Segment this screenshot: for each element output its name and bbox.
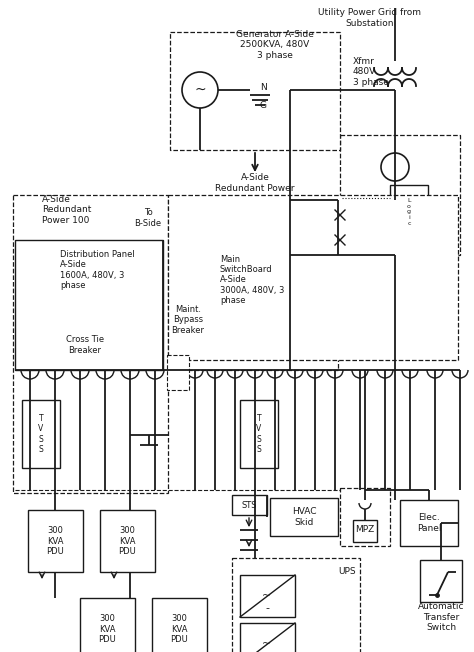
Text: Utility Power Grid from
Substation: Utility Power Grid from Substation [319,8,421,27]
Text: Maint.
Bypass
Breaker: Maint. Bypass Breaker [172,305,204,335]
Text: 300
KVA
PDU: 300 KVA PDU [118,526,136,556]
Bar [170,32,340,150]
Text: A-Side
Redundant Power: A-Side Redundant Power [215,173,295,193]
Bar [420,560,462,602]
Bar [240,623,295,652]
Bar [168,195,458,360]
Text: ~: ~ [263,591,272,601]
Text: Main
SwitchBoard
A-Side
3000A, 480V, 3
phase: Main SwitchBoard A-Side 3000A, 480V, 3 p… [220,255,284,305]
Bar [100,510,155,572]
Text: ~: ~ [263,639,272,649]
Bar [28,510,83,572]
Text: 300
KVA
PDU: 300 KVA PDU [98,614,116,644]
Bar [152,598,207,652]
Bar [240,575,295,617]
Text: To
B-Side: To B-Side [135,208,162,228]
Text: A-Side
Redundant
Power 100: A-Side Redundant Power 100 [42,195,91,225]
Text: ~: ~ [194,83,206,97]
Text: L
o
g
i
c: L o g i c [407,198,411,226]
Bar [390,185,428,240]
Text: -: - [265,603,269,613]
Bar [232,495,267,515]
Bar [270,498,338,536]
Text: 300
KVA
PDU: 300 KVA PDU [46,526,64,556]
Bar [170,240,338,370]
Text: MPZ: MPZ [356,526,374,535]
Text: STS: STS [241,501,257,509]
Bar [22,400,60,468]
Bar [80,598,135,652]
Text: Automatic
Transfer
Switch: Automatic Transfer Switch [418,602,464,632]
Text: 300
KVA
PDU: 300 KVA PDU [170,614,188,644]
Bar [232,558,360,652]
Bar [340,135,460,255]
Bar [400,500,458,546]
Text: Generator A-Side
2500KVA, 480V
3 phase: Generator A-Side 2500KVA, 480V 3 phase [236,30,314,60]
Text: N: N [260,83,267,93]
Text: Distribution Panel
A-Side
1600A, 480V, 3
phase: Distribution Panel A-Side 1600A, 480V, 3… [60,250,135,290]
Bar [240,400,278,468]
Text: UPS: UPS [338,567,356,576]
Bar [13,195,168,493]
Text: Elec.
Panel: Elec. Panel [417,513,441,533]
Text: T
V
S
S: T V S S [256,414,262,454]
Bar [167,355,189,390]
Text: HVAC
Skid: HVAC Skid [292,507,316,527]
Text: G: G [260,100,267,110]
Text: Xfmr
480V
3 phase: Xfmr 480V 3 phase [353,57,389,87]
Bar [353,520,377,542]
Bar [340,488,390,546]
Text: T
V
S
S: T V S S [38,414,44,454]
Text: Cross Tie
Breaker: Cross Tie Breaker [66,335,104,355]
Bar [15,240,163,370]
